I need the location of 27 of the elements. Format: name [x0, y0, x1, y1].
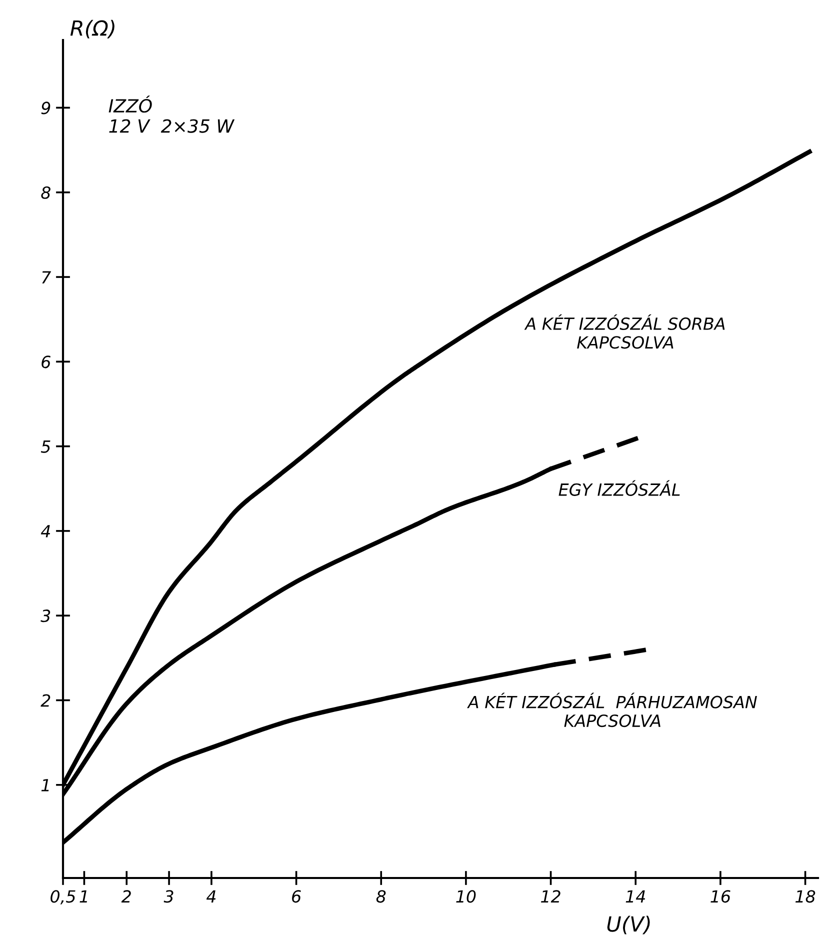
- y-tick-label: 9: [41, 102, 50, 114]
- y-tick-label: 4: [40, 525, 50, 538]
- y-axis-title: R(Ω): [70, 20, 114, 38]
- x-tick-label: 6: [292, 890, 301, 903]
- x-tick-label: 18: [795, 890, 816, 903]
- x-tick-label: 10: [456, 890, 476, 903]
- y-tick-label: 5: [40, 440, 50, 453]
- x-tick-label: 1: [80, 890, 87, 902]
- x-tick-label: 16: [710, 890, 730, 903]
- x-tick-label: 8: [376, 890, 386, 903]
- x-axis-title: U(V): [607, 916, 650, 934]
- annotation: EGY IZZÓSZÁL: [558, 480, 680, 496]
- x-tick-label: 0,5: [50, 890, 76, 904]
- x-tick-label: 14: [626, 890, 646, 902]
- annotation: IZZÓ 12 V 2×35 W: [108, 96, 235, 133]
- x-tick-label: 4: [206, 890, 216, 902]
- annotation: A KÉT IZZÓSZÁL SORBA KAPCSOLVA: [524, 314, 725, 349]
- x-tick-label: 3: [164, 890, 174, 903]
- y-tick-label: 2: [40, 694, 50, 707]
- y-tick-label: 6: [42, 356, 50, 368]
- x-tick-label: 2: [121, 890, 131, 902]
- x-tick-label: 12: [540, 890, 560, 902]
- y-tick-label: 3: [40, 610, 50, 622]
- y-tick-label: 8: [41, 186, 50, 199]
- y-tick-label: 1: [41, 779, 49, 792]
- annotation: A KÉT IZZÓSZÁL PÁRHUZAMOSAN KAPCSOLVA: [467, 692, 757, 728]
- y-tick-label: 7: [42, 271, 52, 284]
